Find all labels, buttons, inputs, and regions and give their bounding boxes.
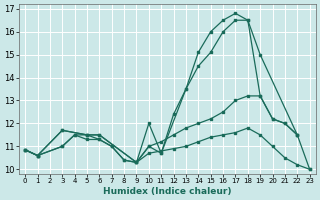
X-axis label: Humidex (Indice chaleur): Humidex (Indice chaleur) — [103, 187, 232, 196]
